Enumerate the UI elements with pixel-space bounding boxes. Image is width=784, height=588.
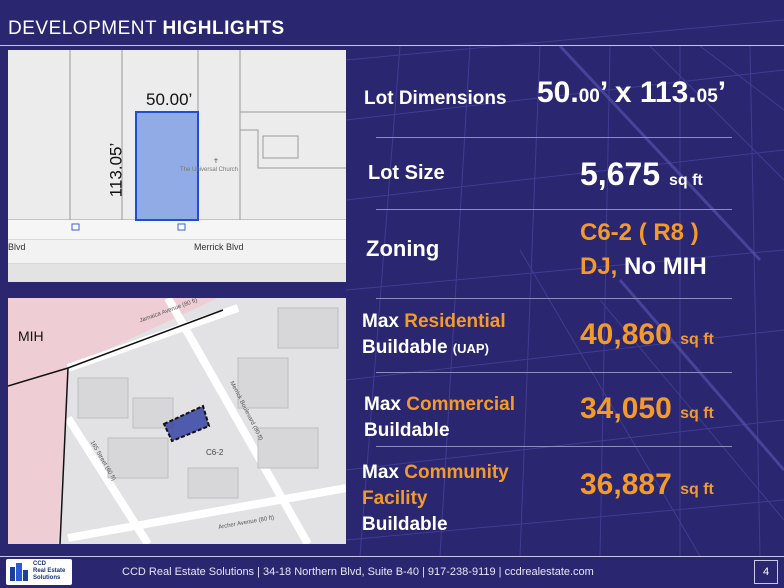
max-commercial-label: Max Commercial Buildable: [364, 394, 516, 441]
zoning-value-line1: C6-2 ( R8 ): [580, 219, 699, 246]
svg-text:✝: ✝: [213, 157, 219, 165]
page-number: 4: [754, 560, 778, 584]
zoning-map: MIH C6-2 Merrick Boulevard (80 ft) 165 S…: [8, 298, 346, 544]
lot-width-label: 50.00’: [146, 90, 193, 109]
church-label: The Universal Church: [180, 167, 239, 173]
max-residential-label: Max Residential Buildable (UAP): [362, 311, 506, 358]
lot-depth-label: 113.05’: [106, 142, 126, 198]
lot-dimensions-label: Lot Dimensions: [364, 88, 507, 109]
divider-4: [376, 372, 732, 373]
lot-size-label: Lot Size: [368, 162, 445, 184]
lot-survey-map: ✝ The Universal Church Blvd Merrick Blvd: [8, 50, 346, 282]
title-divider: [0, 45, 784, 46]
zoning-label: Zoning: [366, 236, 440, 261]
page-title: DEVELOPMENT HIGHLIGHTS: [8, 18, 285, 39]
lot-dimensions-value: 50.00’ x 113.05’: [537, 76, 727, 109]
footer-contact: CCD Real Estate Solutions | 34-18 Northe…: [122, 566, 594, 578]
street-label-left: Blvd: [8, 242, 26, 252]
zone-c6-2-label: C6-2: [206, 448, 224, 457]
logo-text-1: CCD: [33, 561, 46, 567]
company-logo: CCD Real Estate Solutions: [6, 559, 72, 585]
max-residential-value: 40,860 sq ft: [580, 318, 714, 351]
max-commercial-value: 34,050 sq ft: [580, 392, 714, 425]
divider-3: [376, 298, 732, 299]
divider-2: [376, 209, 732, 210]
max-community-facility-value: 36,887 sq ft: [580, 468, 714, 501]
street-label-merrick: Merrick Blvd: [194, 242, 244, 252]
footer-divider: [0, 556, 784, 557]
mih-label: MIH: [18, 328, 44, 344]
logo-text-2: Real Estate: [33, 568, 66, 574]
lot-size-value: 5,675 sq ft: [580, 156, 703, 192]
zoning-value-line2: DJ, No MIH: [580, 253, 707, 280]
max-community-facility-label: Max Community Facility Buildable: [362, 462, 509, 535]
divider-5: [376, 446, 732, 447]
divider-1: [376, 137, 732, 138]
logo-text-3: Solutions: [33, 575, 61, 581]
